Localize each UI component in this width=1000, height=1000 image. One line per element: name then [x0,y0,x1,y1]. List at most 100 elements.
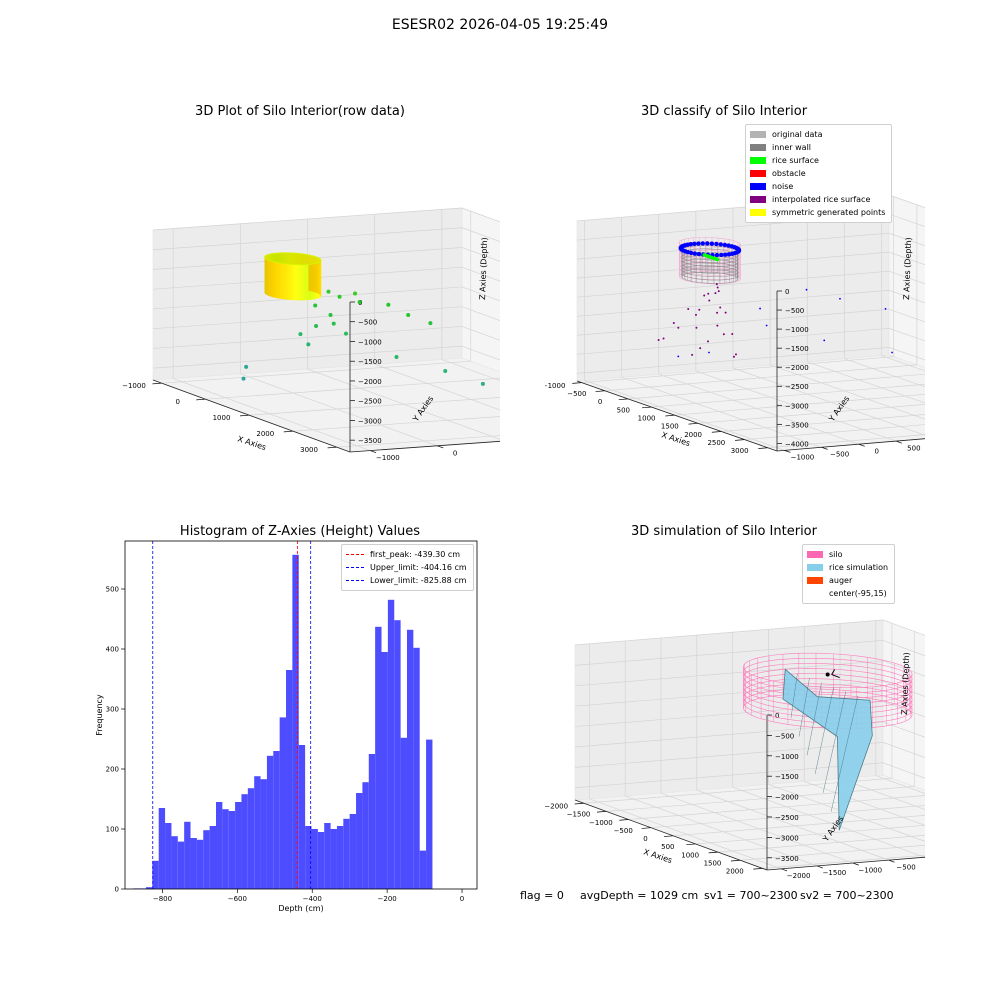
histogram-bar [184,821,191,889]
gridline [574,742,884,768]
legend-lower-limit: Lower_limit: -825.88 cm [346,574,467,587]
histogram-bar [222,809,229,889]
y-tick [888,859,895,863]
gridline [461,266,500,282]
y-tick-label: −1000 [791,454,815,462]
mesh-line [790,673,798,718]
plot3-ylabel: Frequency [95,694,104,736]
interpolated-point [699,347,702,350]
y-tick-label: 500 [907,444,920,452]
z-tick-label: 0 [785,288,789,296]
gridline [584,380,785,451]
axis-line [766,856,925,871]
interpolated-point [687,308,690,311]
legend-label: rice simulation [829,563,889,572]
gridline [717,834,925,853]
x-tick-label: 2000 [256,430,274,438]
histogram-bar [196,839,204,889]
histogram-bar [330,829,337,889]
x-tick [574,802,584,805]
gridline [574,619,884,646]
x-tick-label: −400 [303,895,322,903]
x-tick-label: −500 [567,390,586,398]
gridline [888,347,925,361]
data-point [406,313,411,318]
histogram-bar [356,793,363,889]
histogram-bar [317,832,325,889]
z-tick-label: −1500 [775,773,799,781]
gridline [882,762,925,779]
x-tick-label: −1000 [122,382,146,390]
x-tick-label: 500 [661,843,674,851]
gridline [625,795,818,867]
histogram-bar [177,841,185,889]
gridline [461,306,500,321]
plot1-zlabel: Z Axies (Depth) [478,237,489,300]
gridline [882,640,925,657]
z-tick-label: −4000 [785,440,809,448]
gridline [882,721,925,738]
z-tick-label: −1000 [358,338,382,346]
z-tick-label: −2000 [775,794,799,802]
x-tick [283,430,294,433]
z-tick-label: −3000 [358,417,382,425]
z-tick-label: −3500 [358,437,382,445]
z-tick-label: −1000 [775,753,799,761]
interpolated-point [716,286,719,289]
noise-point [709,241,715,246]
x-tick [758,447,768,449]
gridline [695,824,925,845]
histogram-bar [292,554,299,889]
gridline [695,370,896,442]
silo-ring [678,267,741,280]
silo-wall [294,264,298,301]
gridline [574,660,884,687]
gridline [576,270,890,298]
rice-surface-point [715,257,720,262]
data-point [337,294,342,299]
gridline [658,373,859,445]
gridline [875,775,925,794]
histogram-bar [368,754,376,889]
silo-ring [742,688,913,724]
gridline [732,367,925,436]
y-tick-label: −500 [830,451,849,459]
interpolated-point [734,353,737,356]
gridline [461,227,500,242]
x-tick [595,390,605,392]
legend-label: obstacle [772,169,806,178]
data-point [443,368,448,373]
x-tick [688,422,698,425]
mesh-line [814,686,834,775]
axis-line [152,379,351,453]
legend-swatch [750,157,766,164]
mesh-line [822,691,847,793]
silo-wall [302,264,306,301]
histogram-bar [426,739,433,889]
x-tick-label: 1000 [213,414,231,422]
histogram-bar [381,652,388,889]
silo-ring [742,673,913,709]
noise-point [722,242,728,248]
noise-point [719,252,724,258]
plot-frame [124,540,478,890]
histogram-bar [305,826,312,889]
x-tick [327,446,337,449]
histogram-bar [400,737,407,889]
interpolated-point [707,292,710,295]
histogram-bar [165,823,172,889]
plot2-zlabel: Z Axies (Depth) [902,237,913,300]
x-tick-label: 3000 [731,447,749,455]
noise-point [884,307,887,310]
z-tick-label: −1000 [785,326,809,334]
interpolated-point [719,306,722,309]
back-pane [888,194,925,368]
gridline [152,306,463,330]
avg-depth: avgDepth = 1029 cm [580,889,699,902]
histogram-bar [247,788,255,889]
histogram-bar [235,802,242,889]
mesh-line [830,695,859,812]
plot3-histogram: −800 −600 −400 −200 0 0 100 200 300 400 500 Depth … [95,540,478,913]
gridline [173,378,371,451]
gridline [768,783,925,842]
